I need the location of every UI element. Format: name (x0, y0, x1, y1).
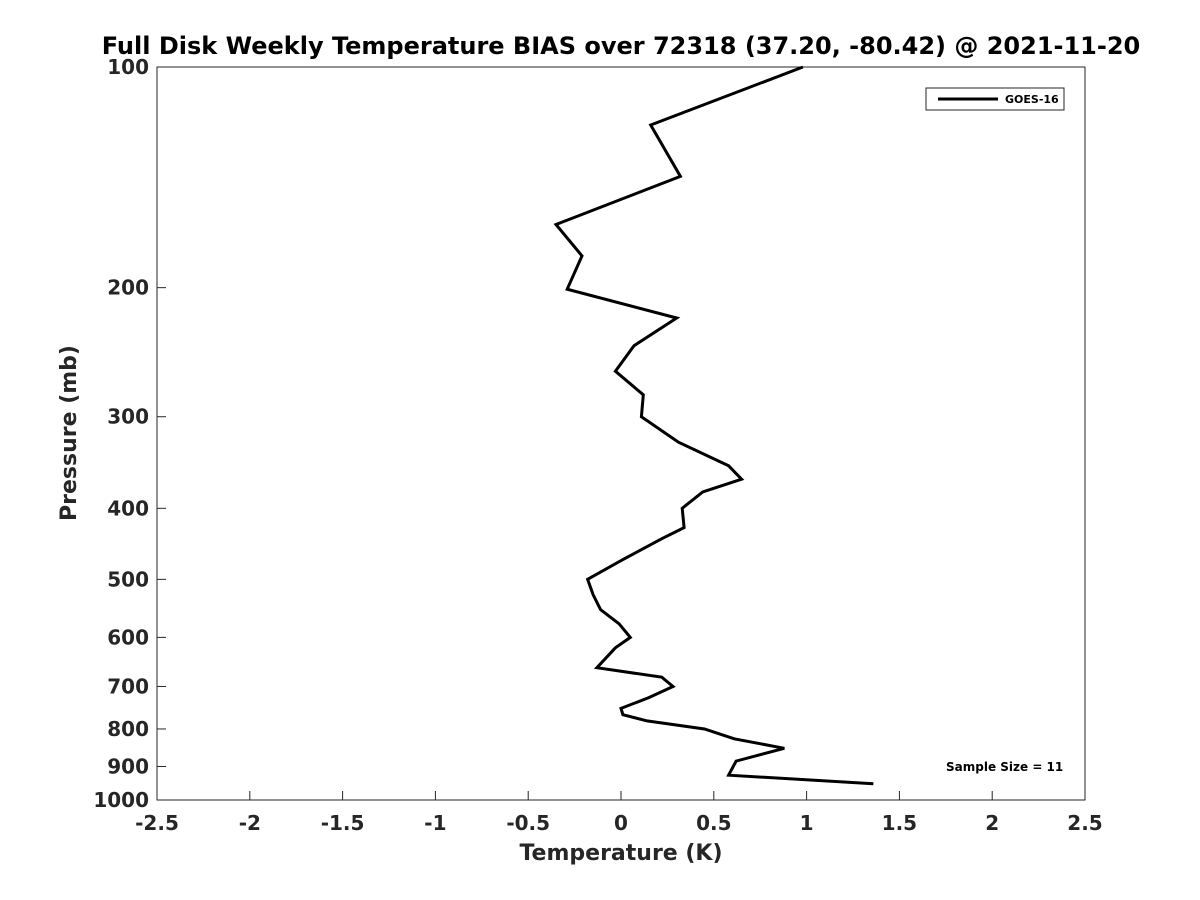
x-tick-label: 2 (985, 811, 999, 835)
legend-label-goes-16: GOES-16 (1005, 93, 1059, 106)
y-tick-label: 500 (107, 567, 149, 591)
y-tick-label: 800 (107, 717, 149, 741)
y-tick-label: 200 (107, 276, 149, 300)
x-axis-label: Temperature (K) (519, 841, 722, 866)
x-tick-label: 0 (614, 811, 628, 835)
y-tick-label: 900 (107, 754, 149, 778)
plot-axes-frame (156, 66, 1086, 801)
x-tick-label: 1.5 (882, 811, 917, 835)
series-line-goes-16 (553, 65, 874, 786)
y-tick-label: 700 (107, 674, 149, 698)
series-layer (553, 65, 874, 786)
x-tick-label: 1 (800, 811, 814, 835)
y-tick-label: 400 (107, 496, 149, 520)
y-tick-label: 600 (107, 625, 149, 649)
y-tick-label: 1000 (93, 788, 149, 812)
sample-size-annotation: Sample Size = 11 (946, 760, 1063, 774)
x-tick-label: -0.5 (506, 811, 550, 835)
legend: GOES-16 (925, 87, 1065, 111)
x-tick-label: -2 (239, 811, 261, 835)
x-tick-label: -2.5 (135, 811, 179, 835)
x-tick-label: -1.5 (321, 811, 365, 835)
x-tick-label: 2.5 (1067, 811, 1102, 835)
y-axis-label: Pressure (mb) (57, 345, 82, 521)
x-axis-ticks: -2.5 -2 -1.5 -1 -0.5 0 0.5 1 1.5 2 2.5 (135, 791, 1103, 835)
x-tick-label: -1 (424, 811, 446, 835)
x-tick-label: 0.5 (696, 811, 731, 835)
y-tick-label: 300 (107, 405, 149, 429)
y-axis-ticks: 100 200 300 400 500 600 700 800 900 1000 (93, 55, 166, 812)
chart-title: Full Disk Weekly Temperature BIAS over 7… (102, 32, 1141, 60)
y-tick-label: 100 (107, 55, 149, 79)
